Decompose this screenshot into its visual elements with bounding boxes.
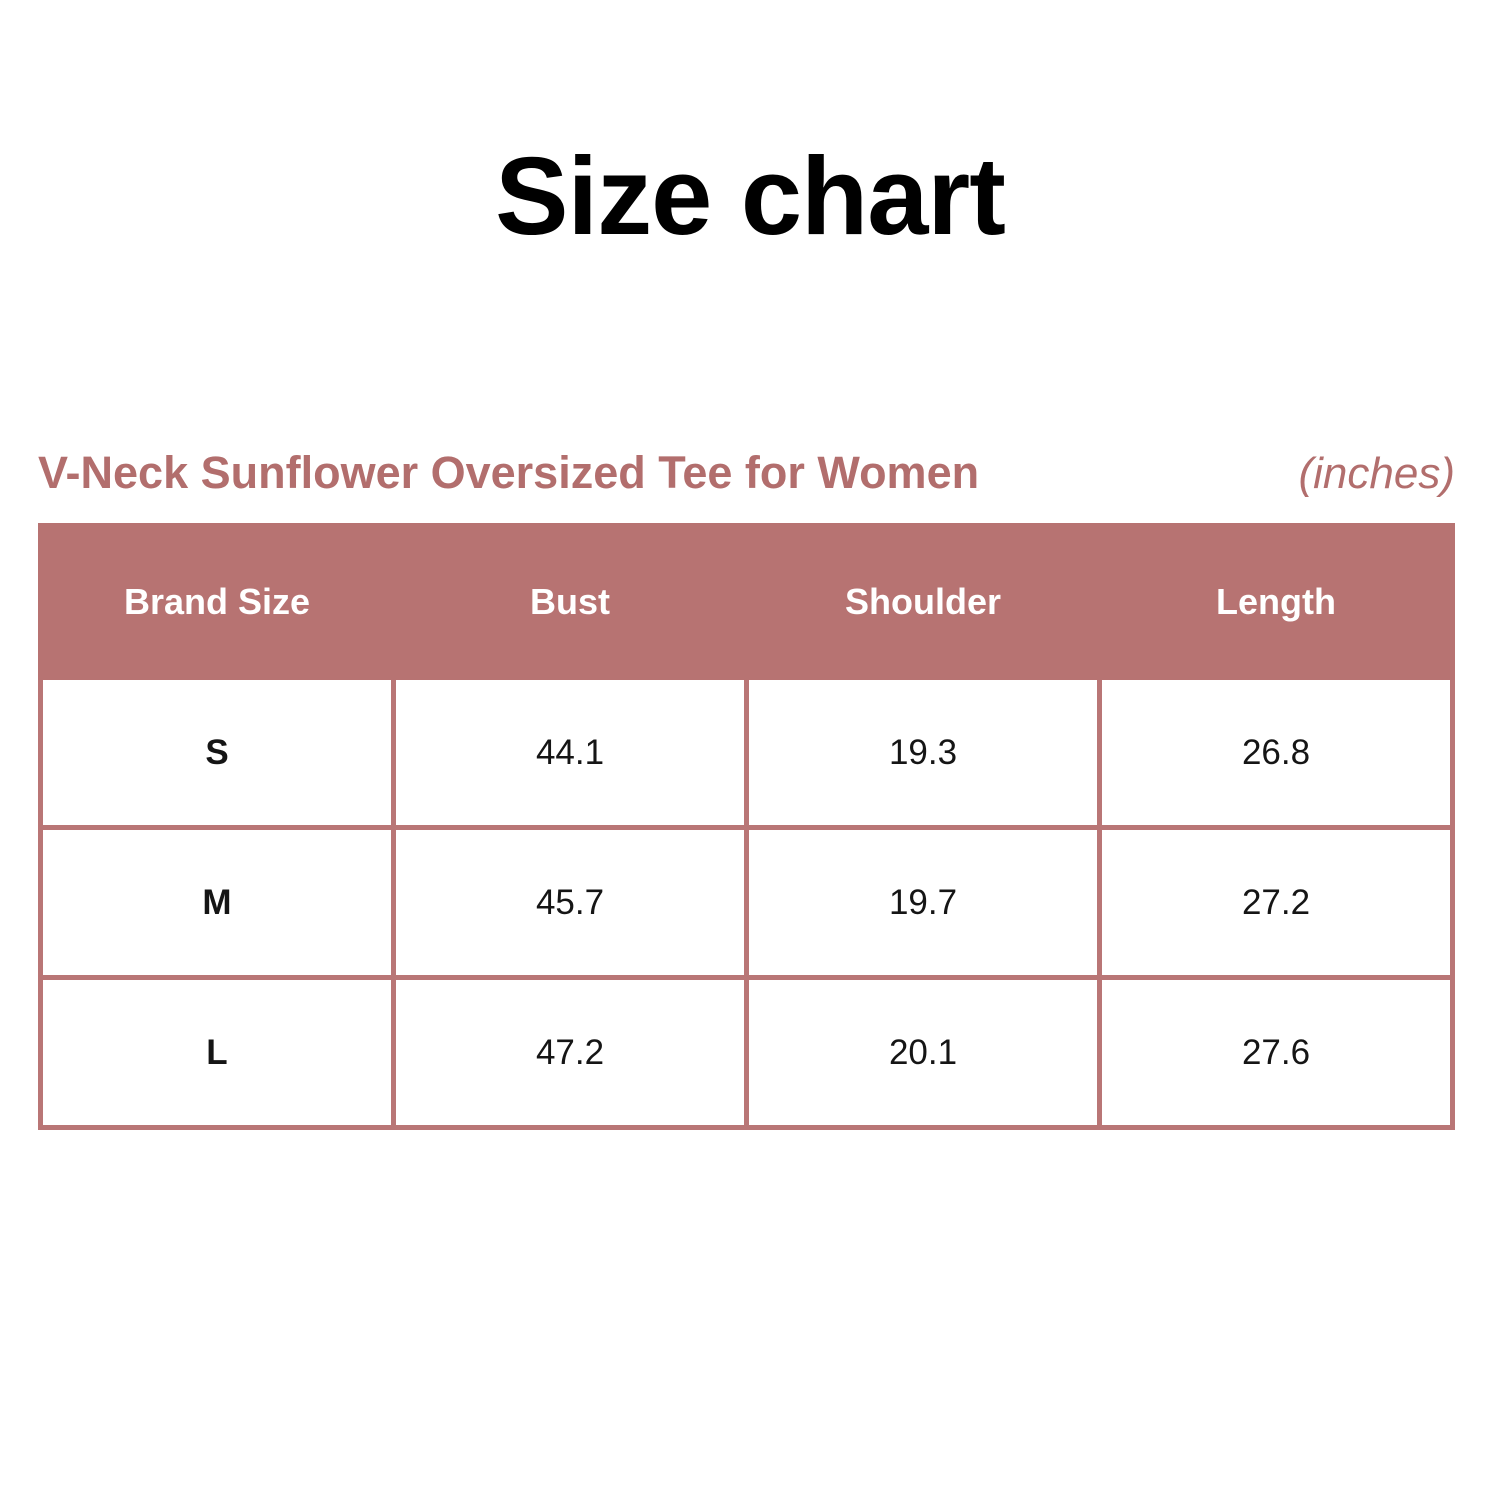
units-label: (inches) (1298, 449, 1456, 498)
measurement-cell: 44.1 (391, 675, 749, 830)
column-header-bust: Bust (391, 523, 749, 680)
measurement-cell: 27.2 (1097, 825, 1455, 980)
page-title: Size chart (495, 135, 1006, 258)
table-row-m: M 45.7 19.7 27.2 (38, 825, 1455, 980)
measurement-cell: 19.3 (744, 675, 1102, 830)
column-header-brand-size: Brand Size (38, 523, 396, 680)
size-cell: L (38, 975, 396, 1130)
measurement-cell: 19.7 (744, 825, 1102, 980)
size-chart-table-wrap: Brand Size Bust Shoulder Length S 44.1 1… (38, 523, 1455, 1130)
size-cell: S (38, 675, 396, 830)
measurement-cell: 27.6 (1097, 975, 1455, 1130)
header-row: Brand Size Bust Shoulder Length (38, 523, 1455, 680)
measurement-cell: 45.7 (391, 825, 749, 980)
product-name: V-Neck Sunflower Oversized Tee for Women (38, 447, 980, 498)
column-header-shoulder: Shoulder (744, 523, 1102, 680)
table-row-s: S 44.1 19.3 26.8 (38, 675, 1455, 830)
size-cell: M (38, 825, 396, 980)
measurement-cell: 26.8 (1097, 675, 1455, 830)
measurement-cell: 47.2 (391, 975, 749, 1130)
column-header-length: Length (1097, 523, 1455, 680)
measurement-cell: 20.1 (744, 975, 1102, 1130)
size-chart-table: Brand Size Bust Shoulder Length S 44.1 1… (38, 523, 1455, 1130)
table-row-l: L 47.2 20.1 27.6 (38, 975, 1455, 1130)
subhead: V-Neck Sunflower Oversized Tee for Women… (38, 447, 1455, 499)
